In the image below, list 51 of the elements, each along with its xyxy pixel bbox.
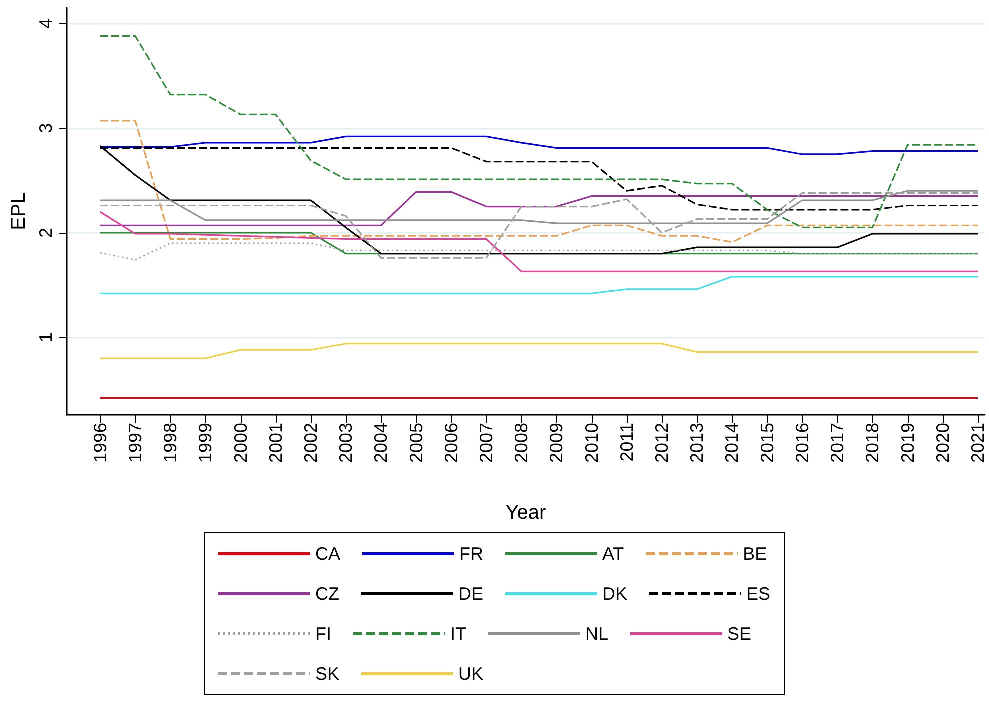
x-tick-label: 2017	[828, 423, 848, 464]
x-tick-label: 2010	[582, 423, 602, 464]
x-tick-label: 1997	[125, 423, 146, 464]
x-tick-label: 2015	[757, 423, 778, 464]
x-tick-label: 2011	[616, 423, 637, 462]
x-tick-label: 2019	[898, 423, 918, 464]
x-tick-label: 2007	[476, 423, 497, 464]
y-axis-title: EPL	[8, 192, 30, 230]
legend-label: FI	[315, 624, 332, 644]
line-series	[100, 120, 979, 244]
y-tick-label: 1	[36, 332, 56, 343]
x-tick-label: 1996	[90, 423, 110, 464]
legend-label: DE	[458, 584, 484, 604]
x-tick-label: 1998	[160, 423, 181, 464]
line-series	[100, 136, 979, 156]
x-tick-label: 2014	[722, 423, 742, 464]
legend-label: ES	[746, 584, 771, 604]
legend-label: SK	[315, 664, 340, 684]
y-tick-label: 2	[36, 228, 56, 238]
x-tick-label: 2021	[968, 423, 988, 464]
x-tick-label: 2009	[546, 423, 567, 464]
x-tick-label: 1999	[196, 423, 216, 464]
x-tick-label: 2020	[932, 423, 953, 464]
x-axis-title: Year	[506, 502, 547, 524]
line-series	[100, 211, 979, 272]
line-series	[100, 192, 979, 259]
legend-label: FR	[459, 544, 484, 564]
y-tick-label: 4	[36, 18, 56, 29]
x-tick-label: 2005	[406, 423, 426, 464]
y-tick-label: 3	[36, 123, 56, 134]
legend-label: DK	[602, 584, 628, 604]
x-tick-label: 2001	[266, 423, 286, 464]
legend-label: UK	[458, 664, 484, 684]
x-tick-label: 2002	[300, 423, 321, 464]
legend-label: SE	[727, 624, 752, 644]
x-tick-label: 2000	[230, 423, 251, 464]
x-tick-label: 2004	[371, 423, 392, 464]
x-tick-label: 2018	[862, 423, 883, 464]
x-tick-label: 2016	[792, 423, 812, 464]
x-tick-label: 2013	[687, 423, 708, 464]
x-tick-label: 2006	[441, 423, 462, 464]
line-series	[100, 343, 979, 360]
legend-label: NL	[585, 624, 608, 644]
legend-label: BE	[743, 544, 768, 564]
legend-label: CA	[315, 544, 341, 564]
x-tick-label: 2008	[512, 423, 532, 464]
legend-label: AT	[602, 544, 624, 564]
legend-label: CZ	[315, 584, 340, 604]
x-tick-label: 2003	[336, 423, 356, 464]
x-tick-label: 2012	[652, 423, 672, 464]
legend-label: IT	[450, 624, 466, 644]
